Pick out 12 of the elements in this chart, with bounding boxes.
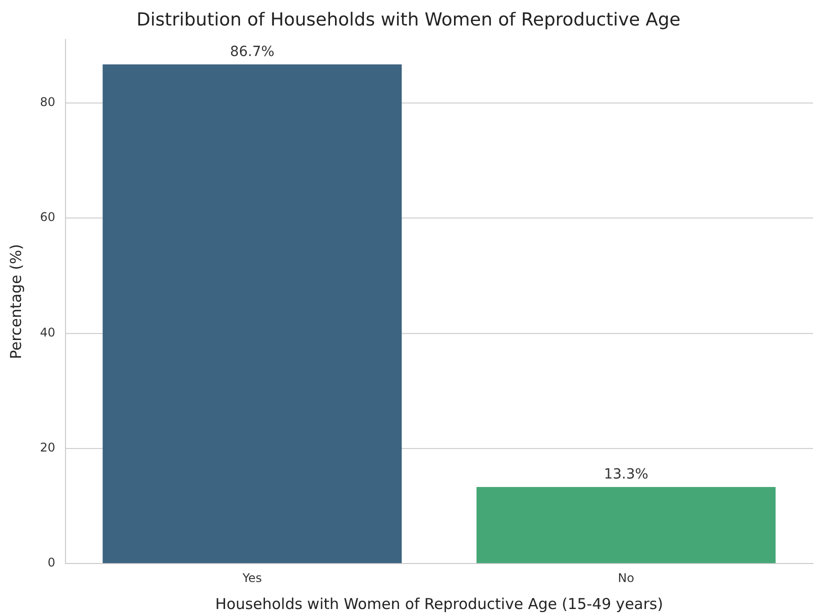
y-tick-label: 0	[48, 556, 56, 570]
y-axis-title: Percentage (%)	[6, 244, 25, 360]
data-label: 86.7%	[230, 44, 274, 60]
x-axis-title: Households with Women of Reproductive Age (15-49 years)	[215, 594, 664, 613]
chart-title: Distribution of Households with Women of Reproductive Age	[136, 9, 680, 30]
x-tick-label: No	[618, 570, 634, 585]
y-tick-label: 20	[40, 440, 56, 455]
y-tick-label: 60	[40, 210, 56, 224]
data-label: 13.3%	[604, 466, 648, 483]
y-tick-label: 40	[40, 325, 56, 340]
y-tick-label: 80	[40, 95, 56, 110]
x-tick-label: Yes	[242, 570, 262, 585]
